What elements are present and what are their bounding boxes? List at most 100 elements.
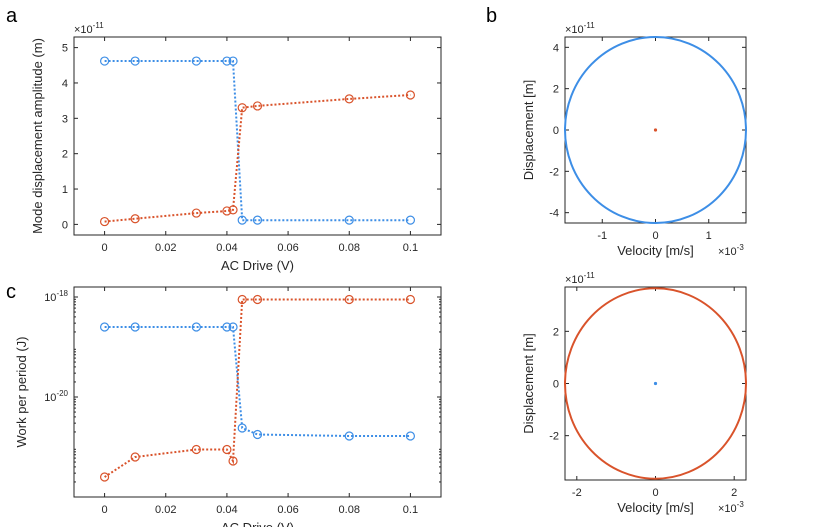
y-tick-label: 0	[553, 379, 559, 391]
panel-letter-c: c	[6, 281, 16, 303]
x-tick-label: 2	[731, 487, 737, 499]
orbit-curve	[564, 36, 747, 224]
data-point-mode-1	[344, 431, 354, 441]
y-tick-label: 3	[62, 113, 68, 125]
y-tick-label: 5	[62, 43, 68, 55]
y-tick-label: 2	[62, 149, 68, 161]
x-tick-label: -1	[597, 230, 607, 242]
y-exponent-label: ×10-11	[565, 271, 595, 286]
data-point-mode-1	[405, 431, 416, 441]
data-point-mode-2	[344, 94, 354, 104]
data-point-mode-1	[99, 56, 110, 66]
data-point-mode-1	[228, 56, 238, 66]
x-tick-label: 0.08	[339, 242, 360, 254]
y-tick-label: 4	[62, 78, 68, 90]
data-point-mode-2	[99, 216, 110, 227]
y-tick-label: 0	[62, 219, 68, 231]
orbit-curve	[564, 287, 747, 480]
y-tick-label: 4	[553, 42, 559, 54]
data-point-mode-2	[222, 444, 232, 455]
x-tick-label: 0	[102, 504, 108, 516]
chart-panel-c: 0 0.02 0.04 0.06 0.08 0.1 10-18 10-20 AC Drive (…	[14, 286, 442, 527]
chart-panel-a: 0 0.02 0.04 0.06 0.08 0.1 0 1 2 3 4 5 ×10-11 AC Drive…	[30, 21, 442, 273]
data-point-mode-2	[130, 452, 140, 462]
data-point-mode-2	[237, 294, 247, 305]
y-exponent-label: ×10-11	[74, 21, 104, 36]
x-tick-label: 0.02	[155, 504, 176, 516]
x-tick-label: 0.06	[277, 242, 298, 254]
data-point-mode-1	[344, 215, 354, 225]
x-axis-label: AC Drive (V)	[221, 520, 294, 527]
x-axis-label: Velocity [m/s]	[617, 500, 694, 515]
axes-frame	[73, 286, 442, 498]
data-point-mode-1	[191, 56, 201, 66]
x-tick-label: 0.08	[339, 504, 360, 516]
data-point-mode-2	[222, 206, 232, 216]
y-axis-label: Work per period (J)	[14, 336, 29, 447]
x-exponent-label: ×10-3	[718, 500, 744, 515]
y-tick-label: -2	[549, 166, 559, 178]
y-tick-label: 0	[553, 125, 559, 137]
fixed-point-marker	[653, 381, 658, 386]
x-exponent-label: ×10-3	[718, 243, 744, 258]
y-axis-label: Displacement [m]	[521, 333, 536, 433]
y-tick-label: 2	[553, 84, 559, 96]
y-tick-label: 2	[553, 326, 559, 338]
chart-panel-d: -2 0 2 -2 0 2 ×10-11 ×10-3 Velocity [m/s] Displac…	[521, 271, 747, 515]
y-tick-label: -4	[549, 208, 559, 220]
x-tick-label: 1	[706, 230, 712, 242]
y-tick-label: 10-20	[44, 389, 68, 404]
y-axis-label: Displacement [m]	[521, 80, 536, 180]
y-exponent-label: ×10-11	[565, 21, 595, 36]
x-tick-label: 0	[102, 242, 108, 254]
x-axis-label: Velocity [m/s]	[617, 243, 694, 258]
data-point-mode-2	[228, 456, 238, 466]
y-tick-label: 1	[62, 184, 68, 196]
data-point-mode-2	[405, 294, 416, 305]
series-line-mode-2	[104, 298, 411, 478]
data-point-mode-1	[222, 56, 232, 66]
data-point-mode-1	[237, 215, 247, 225]
x-tick-label: 0.04	[216, 504, 237, 516]
data-point-mode-2	[191, 444, 201, 455]
data-point-mode-2	[405, 90, 416, 100]
panel-letter-b: b	[486, 5, 497, 27]
data-point-mode-2	[344, 294, 354, 305]
data-point-mode-1	[237, 423, 247, 433]
data-point-mode-1	[252, 215, 263, 225]
data-point-mode-1	[130, 322, 140, 332]
fixed-point-marker	[653, 128, 658, 132]
series-line-mode-1	[104, 60, 411, 222]
x-tick-label: 0	[652, 230, 658, 242]
y-tick-label: 10-18	[44, 289, 68, 304]
data-point-mode-1	[252, 429, 263, 440]
panel-letter-a: a	[6, 5, 18, 27]
chart-panel-b: -1 0 1 -4 -2 0 2 4 ×10-11 ×10-3 Velocity [m/s] Disp…	[521, 21, 747, 258]
data-point-mode-1	[130, 56, 140, 66]
series-line-mode-1	[104, 326, 411, 437]
data-point-mode-1	[405, 215, 416, 225]
x-tick-label: 0.04	[216, 242, 237, 254]
data-point-mode-1	[222, 322, 232, 332]
x-tick-label: 0.1	[403, 504, 418, 516]
y-tick-label: -2	[549, 431, 559, 443]
data-point-mode-2	[228, 205, 238, 215]
data-point-mode-2	[252, 101, 263, 111]
data-point-mode-2	[237, 103, 247, 113]
x-axis-label: AC Drive (V)	[221, 258, 294, 273]
data-point-mode-1	[99, 322, 110, 332]
x-tick-label: 0.1	[403, 242, 418, 254]
x-tick-label: 0.02	[155, 242, 176, 254]
data-point-mode-2	[130, 214, 140, 224]
data-point-mode-1	[191, 322, 201, 332]
series-line-mode-2	[104, 94, 411, 223]
x-tick-label: 0	[652, 487, 658, 499]
axes-frame	[73, 36, 442, 236]
y-axis-label: Mode displacement amplitude (m)	[30, 38, 45, 234]
x-tick-label: 0.06	[277, 504, 298, 516]
data-point-mode-2	[252, 294, 263, 305]
data-point-mode-2	[99, 472, 110, 482]
x-tick-label: -2	[572, 487, 582, 499]
data-point-mode-1	[228, 322, 238, 332]
